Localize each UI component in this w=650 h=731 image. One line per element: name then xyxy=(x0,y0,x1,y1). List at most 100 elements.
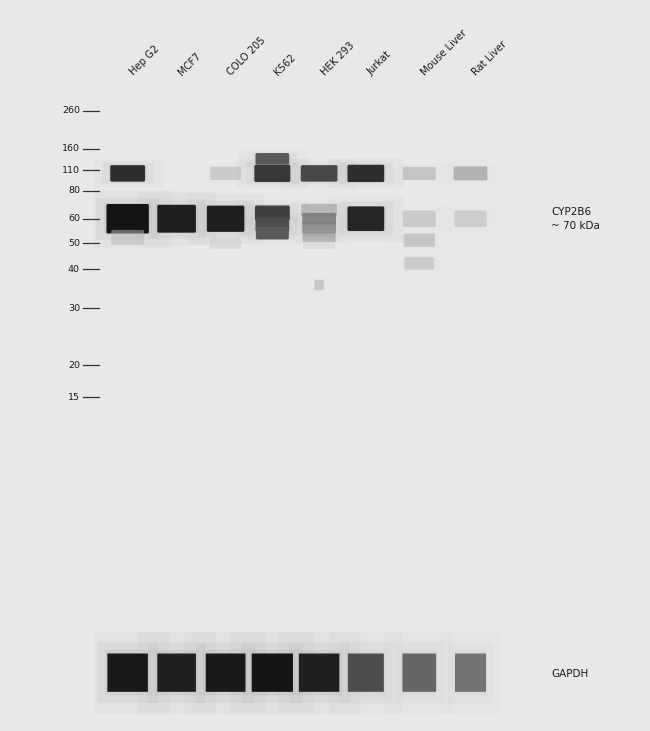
FancyBboxPatch shape xyxy=(249,650,296,695)
Text: CYP2B6
~ 70 kDa: CYP2B6 ~ 70 kDa xyxy=(551,207,600,231)
FancyBboxPatch shape xyxy=(254,154,291,164)
FancyBboxPatch shape xyxy=(454,211,487,227)
FancyBboxPatch shape xyxy=(187,194,264,243)
Text: Jurkat: Jurkat xyxy=(366,50,393,77)
FancyBboxPatch shape xyxy=(196,643,255,703)
Text: GAPDH: GAPDH xyxy=(551,670,588,679)
FancyBboxPatch shape xyxy=(294,212,344,225)
FancyBboxPatch shape xyxy=(111,230,144,245)
Text: 260: 260 xyxy=(62,106,80,115)
Text: K562: K562 xyxy=(272,53,298,77)
FancyBboxPatch shape xyxy=(283,200,356,220)
FancyBboxPatch shape xyxy=(256,227,289,240)
FancyBboxPatch shape xyxy=(105,650,150,695)
FancyBboxPatch shape xyxy=(395,208,443,229)
FancyBboxPatch shape xyxy=(111,165,145,181)
FancyBboxPatch shape xyxy=(209,167,242,179)
FancyBboxPatch shape xyxy=(403,258,436,269)
FancyBboxPatch shape xyxy=(339,202,393,235)
FancyBboxPatch shape xyxy=(302,238,337,248)
FancyBboxPatch shape xyxy=(246,204,298,222)
FancyBboxPatch shape xyxy=(285,218,353,238)
FancyBboxPatch shape xyxy=(296,650,342,695)
FancyBboxPatch shape xyxy=(403,211,436,227)
FancyBboxPatch shape xyxy=(398,257,441,270)
FancyBboxPatch shape xyxy=(328,195,403,242)
FancyBboxPatch shape xyxy=(401,211,437,227)
FancyBboxPatch shape xyxy=(248,226,296,240)
Text: 20: 20 xyxy=(68,360,80,370)
FancyBboxPatch shape xyxy=(157,654,196,692)
FancyBboxPatch shape xyxy=(157,205,196,232)
FancyBboxPatch shape xyxy=(339,162,393,184)
Text: 60: 60 xyxy=(68,214,80,223)
FancyBboxPatch shape xyxy=(96,198,159,240)
FancyBboxPatch shape xyxy=(446,165,495,182)
FancyBboxPatch shape xyxy=(109,166,147,181)
FancyBboxPatch shape xyxy=(315,281,323,289)
FancyBboxPatch shape xyxy=(300,222,338,232)
FancyBboxPatch shape xyxy=(237,200,307,225)
Text: 40: 40 xyxy=(68,265,80,274)
FancyBboxPatch shape xyxy=(292,202,346,217)
FancyBboxPatch shape xyxy=(346,650,386,695)
FancyBboxPatch shape xyxy=(103,228,152,246)
FancyBboxPatch shape xyxy=(254,228,291,238)
FancyBboxPatch shape xyxy=(455,654,486,692)
FancyBboxPatch shape xyxy=(295,230,343,243)
FancyBboxPatch shape xyxy=(285,210,353,227)
FancyBboxPatch shape xyxy=(402,654,436,692)
FancyBboxPatch shape xyxy=(386,163,452,184)
FancyBboxPatch shape xyxy=(104,203,151,235)
Text: Mouse Liver: Mouse Liver xyxy=(419,28,469,77)
FancyBboxPatch shape xyxy=(395,166,443,181)
FancyBboxPatch shape xyxy=(329,631,402,714)
FancyBboxPatch shape xyxy=(209,238,242,248)
FancyBboxPatch shape xyxy=(137,192,216,246)
FancyBboxPatch shape xyxy=(298,166,339,181)
FancyBboxPatch shape xyxy=(252,165,292,182)
FancyBboxPatch shape xyxy=(345,165,386,182)
Text: HEK 293: HEK 293 xyxy=(319,40,356,77)
FancyBboxPatch shape xyxy=(447,208,494,229)
FancyBboxPatch shape xyxy=(241,643,304,703)
FancyBboxPatch shape xyxy=(203,650,248,695)
FancyBboxPatch shape xyxy=(328,158,403,189)
Text: 110: 110 xyxy=(62,166,80,175)
FancyBboxPatch shape xyxy=(385,631,454,714)
FancyBboxPatch shape xyxy=(155,650,198,695)
FancyBboxPatch shape xyxy=(107,204,149,233)
FancyBboxPatch shape xyxy=(401,167,437,179)
FancyBboxPatch shape xyxy=(254,164,291,182)
FancyBboxPatch shape xyxy=(84,190,172,247)
FancyBboxPatch shape xyxy=(436,162,504,185)
FancyBboxPatch shape xyxy=(137,631,216,714)
FancyBboxPatch shape xyxy=(299,654,339,692)
FancyBboxPatch shape xyxy=(254,219,291,230)
FancyBboxPatch shape xyxy=(210,167,241,180)
FancyBboxPatch shape xyxy=(404,257,434,270)
FancyBboxPatch shape xyxy=(238,213,307,235)
FancyBboxPatch shape xyxy=(205,205,246,232)
Text: 80: 80 xyxy=(68,186,80,195)
FancyBboxPatch shape xyxy=(454,167,488,181)
FancyBboxPatch shape xyxy=(339,643,393,703)
Text: COLO 205: COLO 205 xyxy=(226,35,268,77)
FancyBboxPatch shape xyxy=(252,654,293,692)
FancyBboxPatch shape xyxy=(248,152,297,165)
Text: 30: 30 xyxy=(68,303,80,313)
FancyBboxPatch shape xyxy=(230,631,315,714)
FancyBboxPatch shape xyxy=(210,238,241,249)
FancyBboxPatch shape xyxy=(86,631,169,714)
FancyBboxPatch shape xyxy=(255,205,290,220)
FancyBboxPatch shape xyxy=(109,230,146,244)
FancyBboxPatch shape xyxy=(148,643,205,703)
FancyBboxPatch shape xyxy=(348,654,384,692)
Text: 15: 15 xyxy=(68,393,80,401)
Text: MCF7: MCF7 xyxy=(177,51,203,77)
FancyBboxPatch shape xyxy=(185,631,266,714)
FancyBboxPatch shape xyxy=(278,631,361,714)
FancyBboxPatch shape xyxy=(348,206,384,231)
FancyBboxPatch shape xyxy=(299,205,339,216)
FancyBboxPatch shape xyxy=(198,200,254,237)
